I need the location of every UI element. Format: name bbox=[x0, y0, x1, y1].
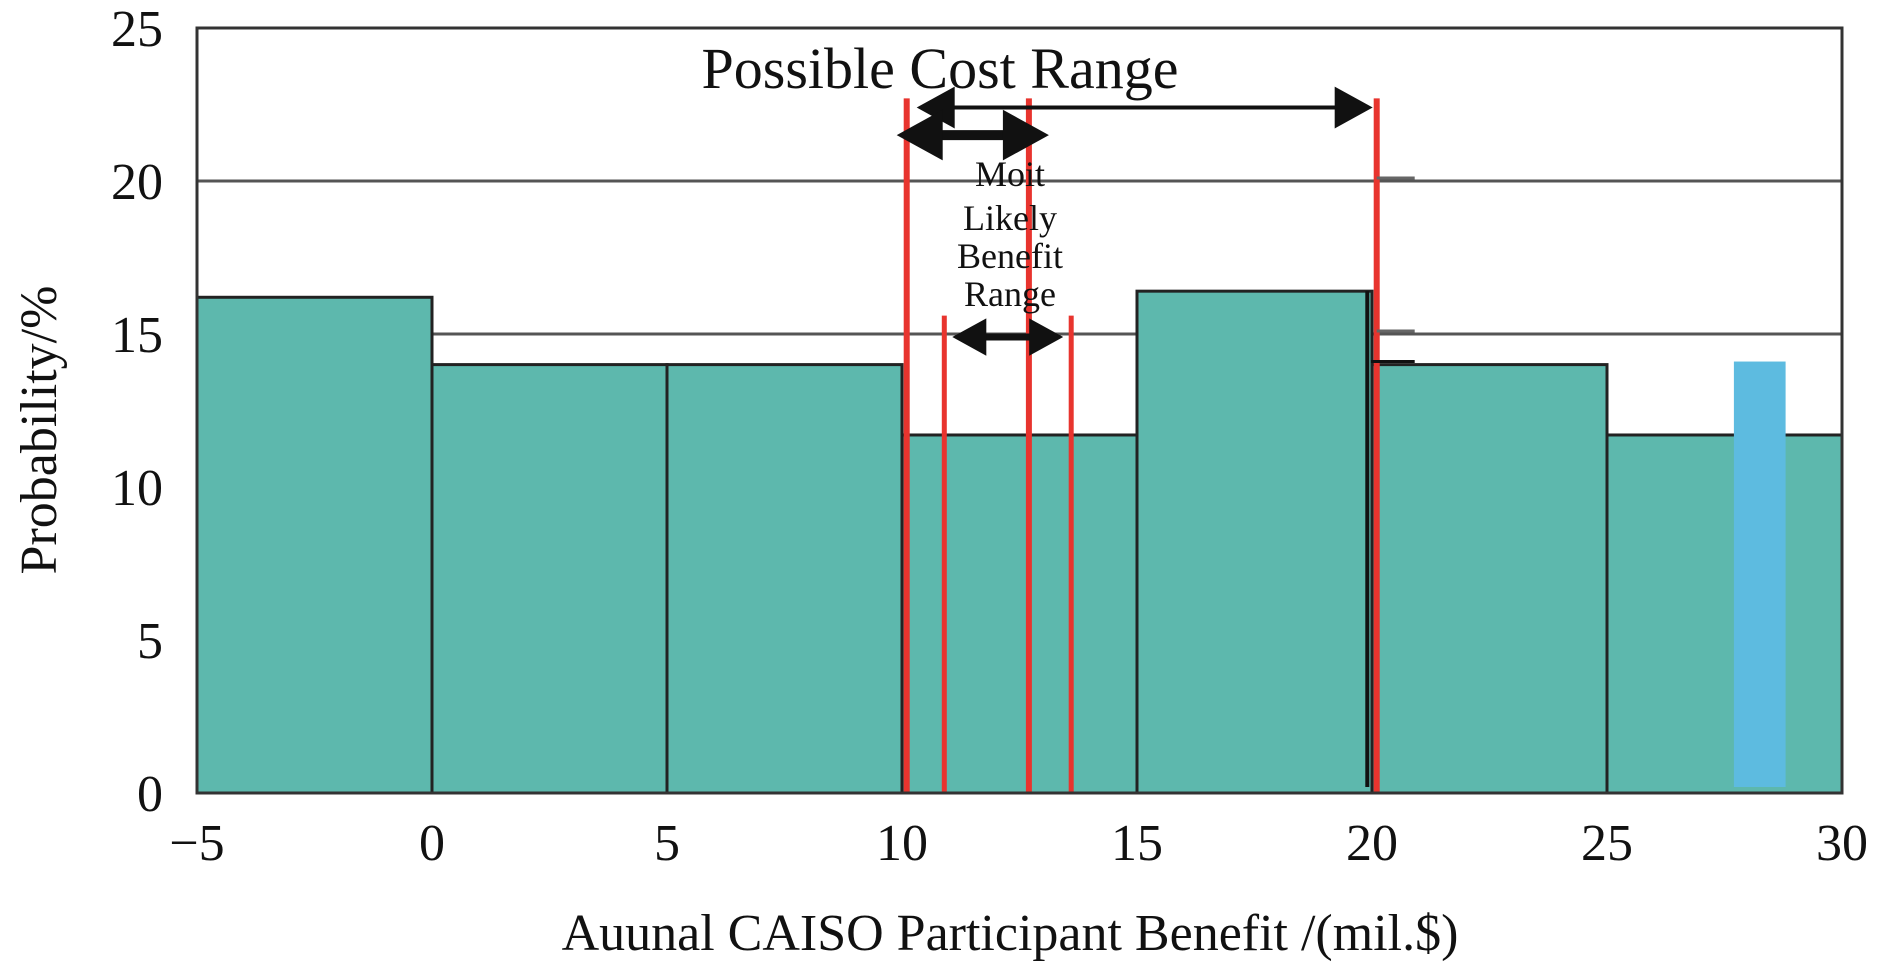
histogram-bars bbox=[195, 289, 1844, 795]
y-tick-label: 25 bbox=[111, 1, 163, 58]
x-tick-label: 5 bbox=[654, 815, 680, 872]
plot-frame bbox=[195, 26, 1844, 795]
benefit-range-label-line: Range bbox=[964, 274, 1056, 314]
histogram-bar bbox=[665, 363, 904, 795]
y-axis-title: Probability/% bbox=[11, 286, 68, 575]
y-tick-label: 5 bbox=[137, 613, 163, 670]
cost-range-inner-arrow-head-left bbox=[896, 109, 943, 161]
benefit-range-arrow-head-right bbox=[1029, 318, 1064, 356]
y-tick-label: 20 bbox=[111, 154, 163, 211]
benefit-range-arrow-head-left bbox=[952, 318, 987, 356]
x-tick-label: 20 bbox=[1346, 815, 1398, 872]
benefit-range-label-line: Moit bbox=[975, 154, 1045, 194]
highlight-bar bbox=[1733, 361, 1786, 787]
y-tick-label: 15 bbox=[111, 307, 163, 364]
y-tick-label: 10 bbox=[111, 460, 163, 517]
cost-range-arrow-head-left bbox=[916, 86, 955, 129]
x-tick-labels: −5 0 5 10 15 20 25 30 bbox=[169, 815, 1868, 872]
benefit-range-label-line: Benefit bbox=[957, 236, 1063, 276]
histogram-bar bbox=[195, 295, 434, 795]
range-annotations bbox=[896, 86, 1415, 793]
highlight-bar-group bbox=[1733, 361, 1786, 787]
x-axis-title: Auunal CAISO Participant Benefit /(mil.$… bbox=[562, 905, 1459, 962]
x-tick-label: 15 bbox=[1111, 815, 1163, 872]
histogram-bar bbox=[430, 363, 669, 795]
cost-range-inner-arrow-head-right bbox=[1002, 109, 1049, 161]
benefit-range-label-line: Likely bbox=[963, 198, 1057, 238]
histogram-bar bbox=[1605, 433, 1844, 795]
histogram-bar bbox=[900, 433, 1139, 795]
cost-range-label: Possible Cost Range bbox=[702, 36, 1179, 101]
x-tick-label: 0 bbox=[419, 815, 445, 872]
x-tick-label: −5 bbox=[169, 815, 224, 872]
y-tick-label: 0 bbox=[137, 766, 163, 823]
histogram-bar bbox=[1370, 363, 1609, 795]
cost-range-arrow-head-right bbox=[1334, 86, 1373, 129]
x-tick-label: 30 bbox=[1816, 815, 1868, 872]
x-tick-label: 25 bbox=[1581, 815, 1633, 872]
histogram-bar bbox=[1135, 289, 1374, 795]
y-tick-labels: 0 5 10 15 20 25 bbox=[111, 1, 163, 823]
x-tick-label: 10 bbox=[876, 815, 928, 872]
